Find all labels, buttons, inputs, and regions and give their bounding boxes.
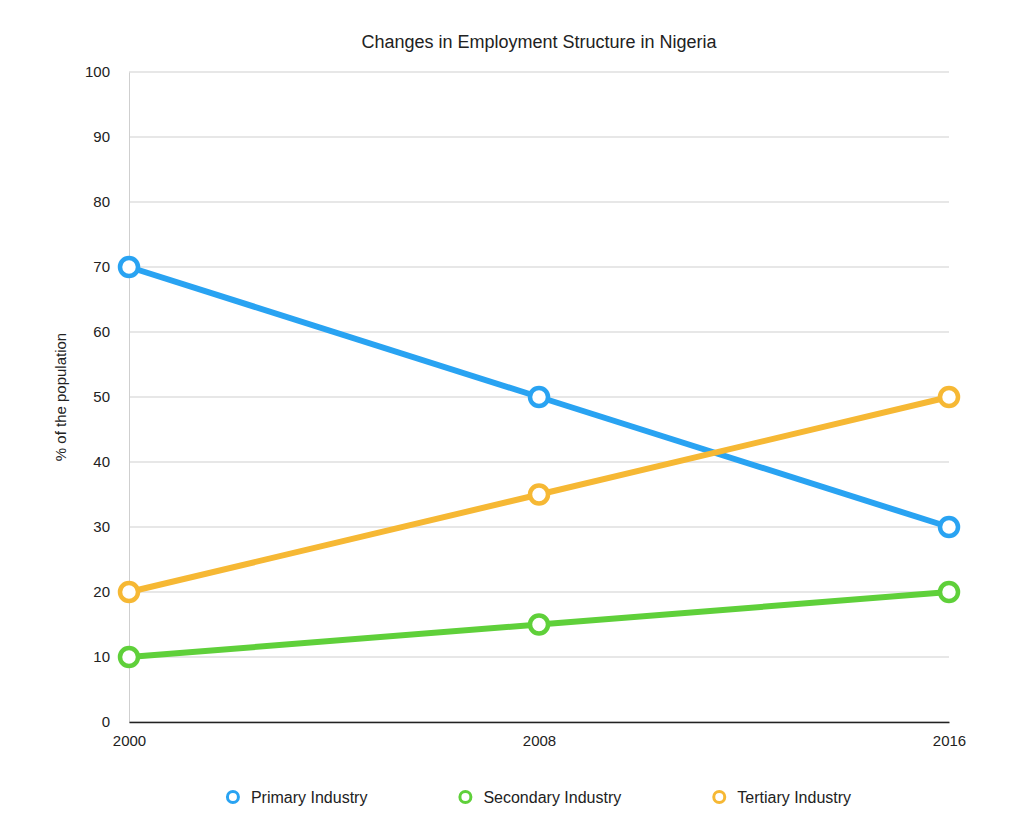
y-tick: 0 xyxy=(102,713,129,730)
plot-area xyxy=(120,258,958,666)
series-line xyxy=(129,397,949,592)
x-axis-line xyxy=(130,722,950,724)
x-tick-label: 2000 xyxy=(113,732,146,749)
legend-label: Tertiary Industry xyxy=(737,789,851,806)
y-tick: 40 xyxy=(93,453,129,470)
legend-item: Tertiary Industry xyxy=(714,789,851,806)
grid-line xyxy=(129,136,949,137)
grid-line xyxy=(129,656,949,657)
y-tick: 80 xyxy=(93,193,129,210)
point xyxy=(530,486,548,504)
series-line xyxy=(129,267,949,527)
y-tick-label: 10 xyxy=(93,648,110,665)
y-tick: 50 xyxy=(93,388,129,405)
legend-marker xyxy=(714,792,725,803)
y-tick: 60 xyxy=(93,323,129,340)
y-tick: 90 xyxy=(93,128,129,145)
legend-item: Secondary Industry xyxy=(460,789,621,806)
x-tick-label: 2016 xyxy=(933,732,966,749)
grid-line xyxy=(129,331,949,332)
y-tick: 100 xyxy=(85,63,129,80)
legend-marker xyxy=(460,792,471,803)
legend-marker xyxy=(227,792,238,803)
y-axis-line xyxy=(129,73,130,723)
series-line xyxy=(129,592,949,657)
y-tick-label: 0 xyxy=(102,713,110,730)
y-axis: 0 10 20 30 40 50 60 70 80 90 100 xyxy=(85,63,130,730)
point xyxy=(120,648,138,666)
grid-line xyxy=(129,71,949,72)
grid-line xyxy=(129,526,949,527)
legend-item: Primary Industry xyxy=(227,789,367,806)
y-tick-label: 90 xyxy=(93,128,110,145)
point xyxy=(940,583,958,601)
y-tick-label: 20 xyxy=(93,583,110,600)
legend-label: Secondary Industry xyxy=(483,789,621,806)
y-tick-label: 30 xyxy=(93,518,110,535)
title: Changes in Employment Structure in Niger… xyxy=(361,32,717,52)
y-tick: 30 xyxy=(93,518,129,535)
x-tick-label: 2008 xyxy=(523,732,556,749)
y-tick-label: 100 xyxy=(85,63,110,80)
point xyxy=(530,616,548,634)
y-axis-title: % of the population xyxy=(52,333,69,461)
grid-line xyxy=(129,266,949,267)
chart: Changes in Employment Structure in Niger… xyxy=(0,0,1030,833)
legend-label: Primary Industry xyxy=(251,789,367,806)
point xyxy=(120,583,138,601)
y-tick-label: 40 xyxy=(93,453,110,470)
y-tick-label: 60 xyxy=(93,323,110,340)
x-tick: 2000 xyxy=(113,722,146,749)
point xyxy=(940,518,958,536)
legend: Primary Industry Secondary Industry Tertia… xyxy=(227,789,851,806)
point xyxy=(940,388,958,406)
grid xyxy=(129,72,949,722)
grid-line xyxy=(129,721,949,722)
grid-line xyxy=(129,591,949,592)
x-tick: 2016 xyxy=(933,722,966,749)
x-tick: 2008 xyxy=(523,722,556,749)
point xyxy=(530,388,548,406)
y-tick-label: 50 xyxy=(93,388,110,405)
grid-line xyxy=(129,461,949,462)
x-axis: 2000 2008 2016 xyxy=(113,722,966,749)
y-tick-label: 70 xyxy=(93,258,110,275)
y-tick-label: 80 xyxy=(93,193,110,210)
grid-line xyxy=(129,201,949,202)
point xyxy=(120,258,138,276)
